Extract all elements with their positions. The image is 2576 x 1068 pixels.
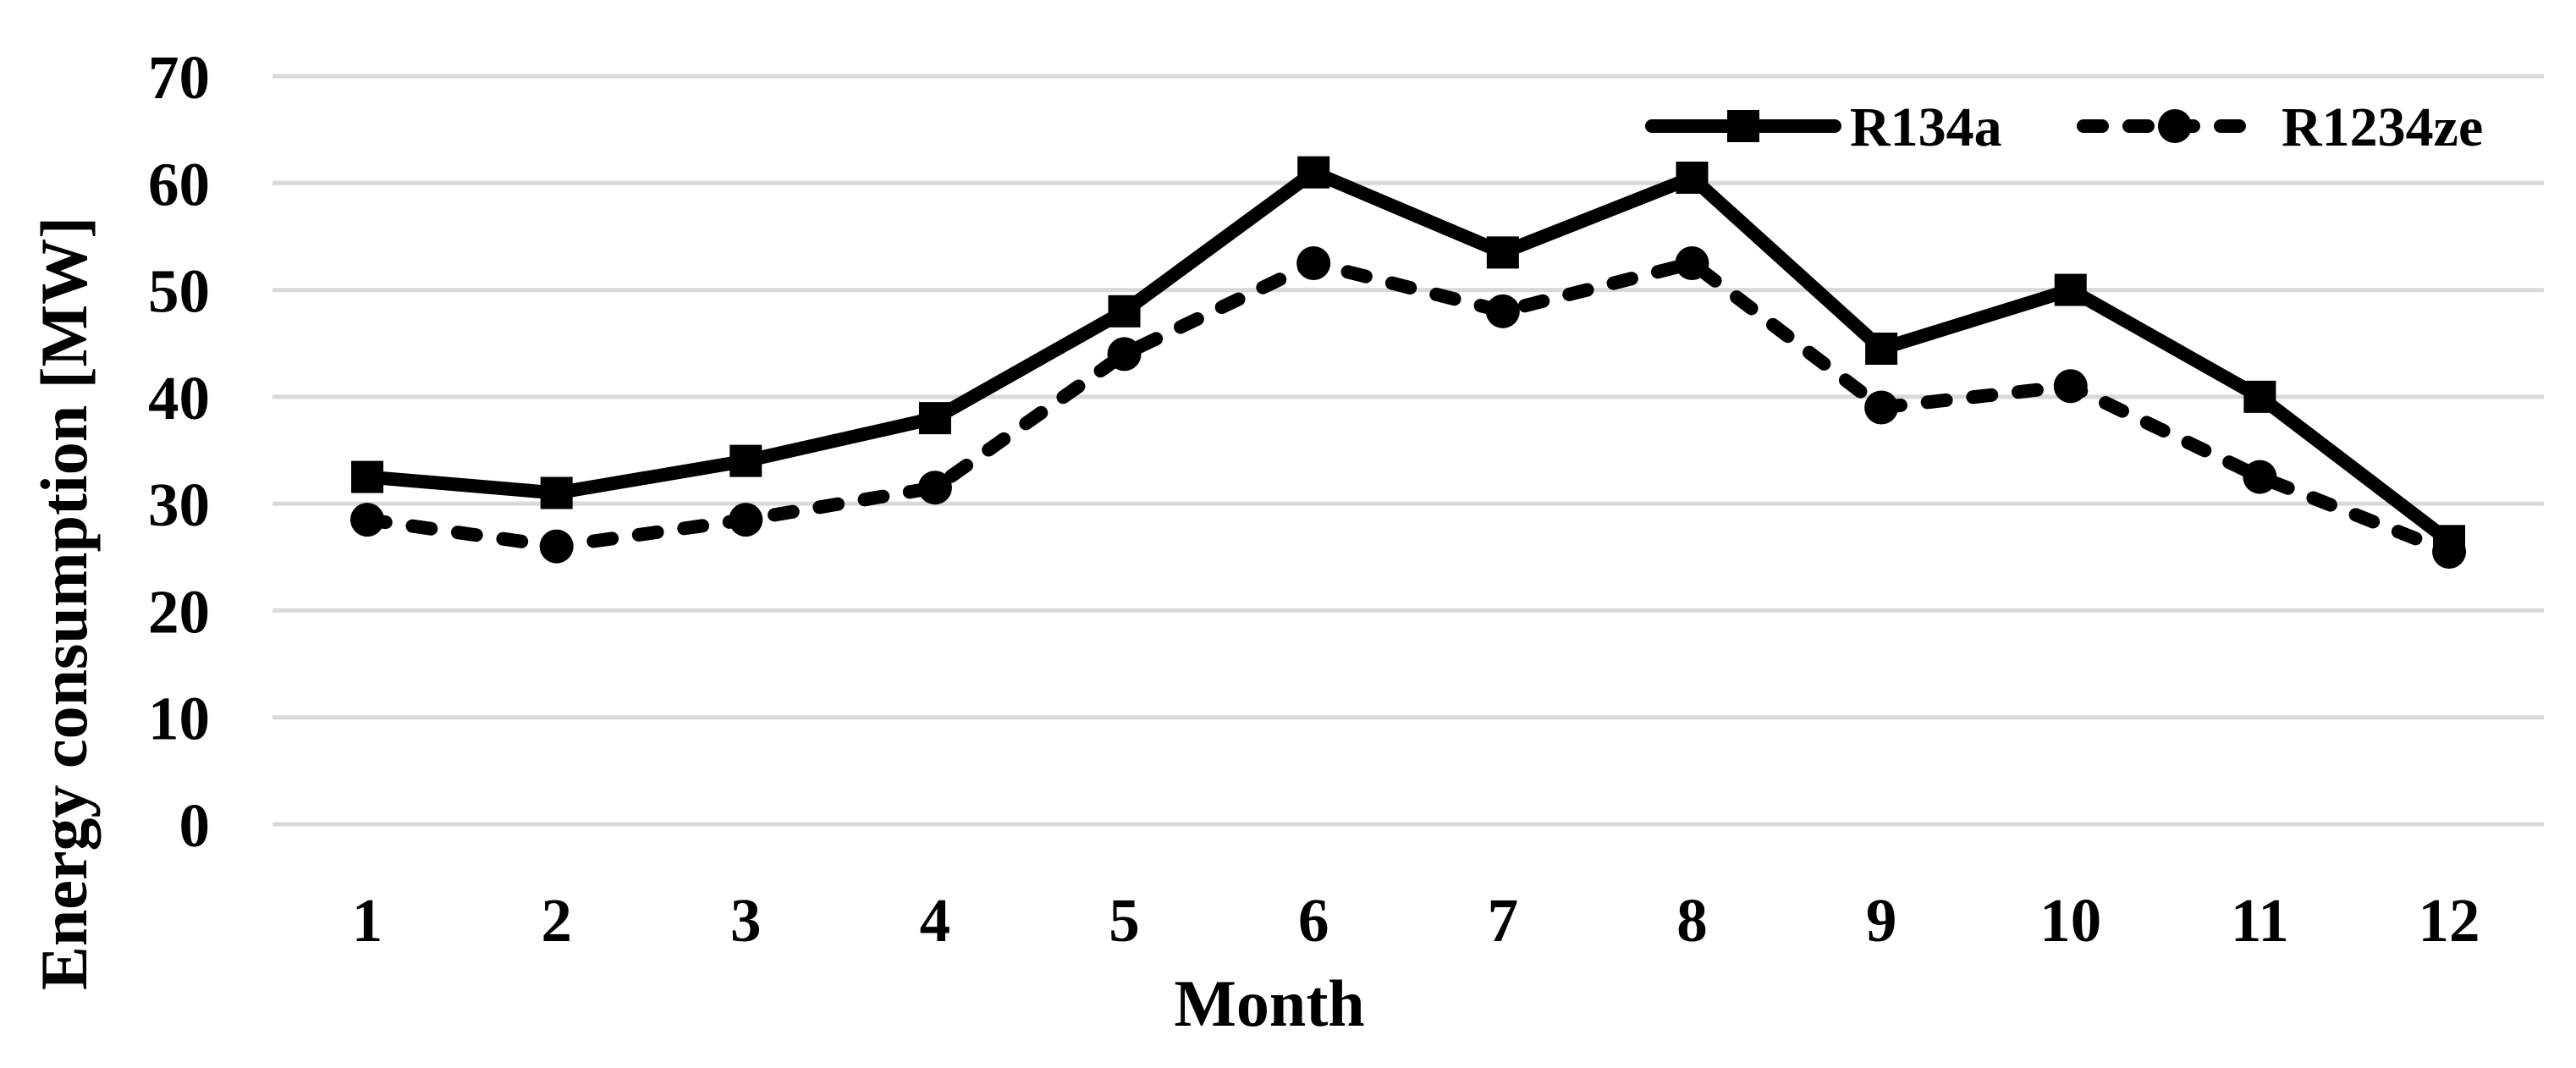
x-tick-label: 6: [1298, 886, 1329, 955]
series-r134a-square-marker: [540, 476, 573, 509]
y-tick-label: 40: [148, 364, 210, 432]
series-r134a-square-marker: [1676, 161, 1709, 194]
series-r134a-square-marker: [2243, 380, 2276, 413]
series-r1234ze-circle-marker: [1485, 294, 1520, 328]
series-r134a-square-marker: [1108, 295, 1141, 328]
x-tick-label: 7: [1488, 886, 1519, 955]
x-tick-label: 10: [2039, 886, 2101, 955]
legend-label: R134a: [1850, 96, 2002, 158]
y-tick-label: 70: [148, 43, 210, 112]
legend: R134a R1234ze: [1645, 96, 2483, 158]
legend-label: R1234ze: [2282, 96, 2483, 158]
x-axis-tick-labels: 1 2 3 4 5 6 7 8 9 10 11 12: [352, 886, 2480, 955]
y-axis-tick-labels: 0 10 20 30 40 50 60 70: [148, 43, 210, 860]
x-tick-label: 3: [730, 886, 762, 955]
x-tick-label: 1: [352, 886, 383, 955]
x-tick-label: 5: [1109, 886, 1140, 955]
series-r1234ze-circle-marker: [350, 503, 384, 537]
series-r1234ze-circle-marker: [2243, 460, 2277, 494]
series-r134a-square-marker: [918, 402, 951, 435]
series-r134a-line: [361, 165, 2457, 548]
legend-square-marker: [1727, 110, 1759, 142]
legend-circle-marker: [2158, 109, 2192, 143]
series-r1234ze-circle-marker: [1675, 246, 1709, 280]
y-tick-label: 20: [148, 577, 210, 646]
series-r134a-square-marker: [351, 460, 383, 493]
series-r134a-square-marker: [1865, 333, 1898, 366]
series-r1234ze-circle-marker: [729, 503, 763, 537]
series-r1234ze-circle-marker: [1864, 390, 1899, 425]
x-tick-label: 9: [1866, 886, 1897, 955]
series-r134a-square-marker: [1486, 236, 1519, 269]
y-tick-label: 60: [148, 150, 210, 218]
x-tick-label: 11: [2231, 886, 2289, 955]
y-axis-title: Energy consumption [MW]: [27, 217, 101, 990]
x-tick-label: 2: [541, 886, 572, 955]
series-r1234ze-circle-marker: [1107, 337, 1142, 372]
series-group: [350, 156, 2467, 569]
y-tick-label: 10: [148, 685, 210, 753]
series-r1234ze-circle-marker: [539, 529, 574, 564]
series-r134a-square-marker: [729, 444, 762, 477]
series-r1234ze-circle-marker: [1296, 246, 1331, 280]
y-tick-label: 30: [148, 471, 210, 539]
legend-item-r134a: R134a: [1645, 96, 2002, 158]
x-tick-label: 8: [1676, 886, 1708, 955]
series-r1234ze-circle-marker: [917, 471, 952, 505]
x-axis-title: Month: [1174, 966, 1364, 1040]
x-tick-label: 12: [2419, 886, 2480, 955]
series-r134a-square-marker: [2054, 273, 2087, 306]
y-tick-label: 0: [179, 791, 211, 860]
y-tick-label: 50: [148, 257, 210, 326]
x-tick-label: 4: [920, 886, 951, 955]
series-r1234ze-circle-marker: [2053, 369, 2088, 404]
series-r1234ze-circle-marker: [2432, 534, 2467, 569]
legend-item-r1234ze: R1234ze: [2077, 96, 2483, 158]
series-r1234ze-line: [361, 256, 2457, 559]
series-r134a-square-marker: [1297, 156, 1330, 189]
